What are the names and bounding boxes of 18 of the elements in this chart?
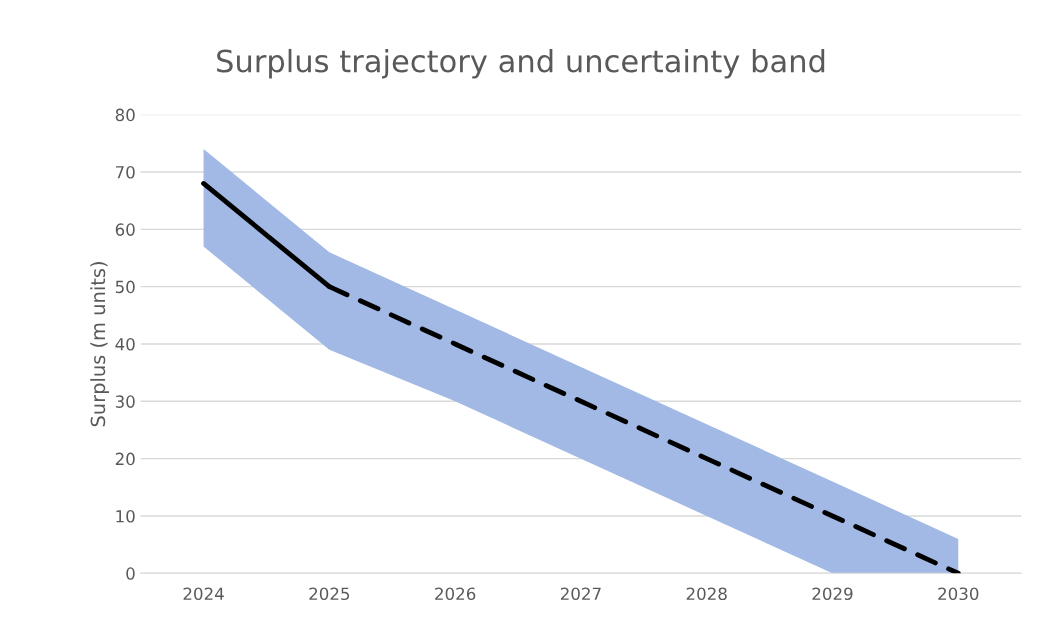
x-tick-label: 2029 (812, 587, 853, 601)
y-tick-label: 60 (115, 223, 135, 236)
x-tick-label: 2030 (938, 587, 979, 601)
x-tick-label: 2024 (183, 587, 224, 601)
x-tick-label: 2026 (435, 587, 476, 601)
y-axis-title: Surplus (m units) (90, 262, 110, 427)
y-tick-label: 0 (126, 567, 135, 580)
y-tick-label: 30 (115, 395, 135, 408)
x-tick-label: 2028 (686, 587, 727, 601)
x-tick-label: 2027 (560, 587, 601, 601)
chart-title: Surplus trajectory and uncertainty band (217, 48, 825, 79)
x-tick-label: 2025 (309, 587, 350, 601)
y-tick-label: 70 (115, 165, 135, 179)
y-tick-label: 50 (115, 280, 135, 294)
y-tick-label: 40 (115, 337, 135, 351)
y-tick-label: 20 (115, 452, 135, 466)
y-tick-label: 80 (115, 108, 135, 122)
y-tick-label: 10 (116, 509, 135, 523)
